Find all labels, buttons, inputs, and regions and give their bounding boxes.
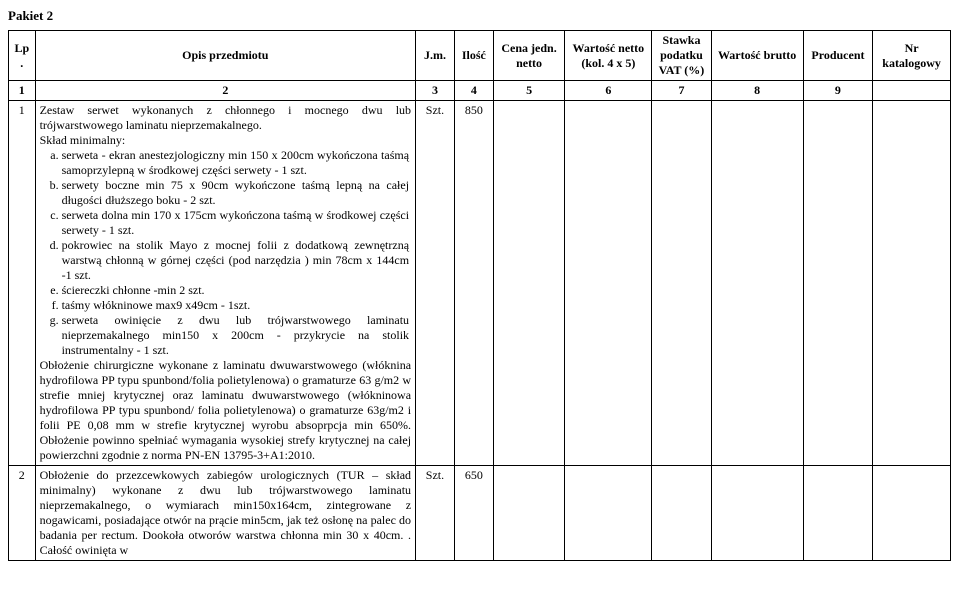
jm-cell: Szt.: [416, 466, 455, 561]
row1-tail: Obłożenie chirurgiczne wykonane z lamina…: [40, 358, 411, 463]
ilosc-cell: 850: [454, 101, 493, 466]
th-wbrutto: Wartość brutto: [711, 31, 803, 81]
colnum-1: 1: [9, 81, 36, 101]
list-item: ściereczki chłonne -min 2 szt.: [62, 283, 411, 298]
wnetto-cell: [565, 466, 652, 561]
th-opis: Opis przedmiotu: [35, 31, 415, 81]
table-row: 2 Obłożenie do przezcewkowych zabiegów u…: [9, 466, 951, 561]
colnum-6: 6: [565, 81, 652, 101]
opis-cell: Obłożenie do przezcewkowych zabiegów uro…: [35, 466, 415, 561]
row1-list: serweta - ekran anestezjologiczny min 15…: [40, 148, 411, 358]
th-wnetto: Wartość netto (kol. 4 x 5): [565, 31, 652, 81]
nr-cell: [873, 466, 951, 561]
pakiet-title: Pakiet 2: [8, 8, 951, 24]
list-item: taśmy włókninowe max9 x49cm - 1szt.: [62, 298, 411, 313]
wbrutto-cell: [711, 101, 803, 466]
th-ilosc: Ilość: [454, 31, 493, 81]
colnum-3: 3: [416, 81, 455, 101]
list-item: serwety boczne min 75 x 90cm wykończone …: [62, 178, 411, 208]
colnum-8: 8: [711, 81, 803, 101]
th-jm: J.m.: [416, 31, 455, 81]
list-item: serweta - ekran anestezjologiczny min 15…: [62, 148, 411, 178]
list-item: serweta owinięcie z dwu lub trójwarstwow…: [62, 313, 411, 358]
th-cena: Cena jedn. netto: [493, 31, 565, 81]
stawka-cell: [652, 101, 711, 466]
cena-cell: [493, 101, 565, 466]
table-row: 1 Zestaw serwet wykonanych z chłonnego i…: [9, 101, 951, 466]
nr-cell: [873, 101, 951, 466]
lp-cell: 2: [9, 466, 36, 561]
main-table: Lp. Opis przedmiotu J.m. Ilość Cena jedn…: [8, 30, 951, 561]
row2-text: Obłożenie do przezcewkowych zabiegów uro…: [40, 468, 411, 558]
colnum-5: 5: [493, 81, 565, 101]
colnum-4: 4: [454, 81, 493, 101]
list-item: serweta dolna min 170 x 175cm wykończona…: [62, 208, 411, 238]
th-lp: Lp.: [9, 31, 36, 81]
stawka-cell: [652, 466, 711, 561]
producent-cell: [803, 101, 873, 466]
colnum-9: 9: [803, 81, 873, 101]
colnum-2: 2: [35, 81, 415, 101]
opis-cell: Zestaw serwet wykonanych z chłonnego i m…: [35, 101, 415, 466]
th-producent: Producent: [803, 31, 873, 81]
jm-cell: Szt.: [416, 101, 455, 466]
ilosc-cell: 650: [454, 466, 493, 561]
lp-cell: 1: [9, 101, 36, 466]
header-row: Lp. Opis przedmiotu J.m. Ilość Cena jedn…: [9, 31, 951, 81]
colnum-7: 7: [652, 81, 711, 101]
producent-cell: [803, 466, 873, 561]
row1-sklad: Skład minimalny:: [40, 133, 411, 148]
wnetto-cell: [565, 101, 652, 466]
cena-cell: [493, 466, 565, 561]
colnum-10: [873, 81, 951, 101]
row1-lead: Zestaw serwet wykonanych z chłonnego i m…: [40, 103, 411, 133]
th-stawka: Stawka podatku VAT (%): [652, 31, 711, 81]
th-nr: Nr katalogowy: [873, 31, 951, 81]
wbrutto-cell: [711, 466, 803, 561]
colnum-row: 1 2 3 4 5 6 7 8 9: [9, 81, 951, 101]
list-item: pokrowiec na stolik Mayo z mocnej folii …: [62, 238, 411, 283]
